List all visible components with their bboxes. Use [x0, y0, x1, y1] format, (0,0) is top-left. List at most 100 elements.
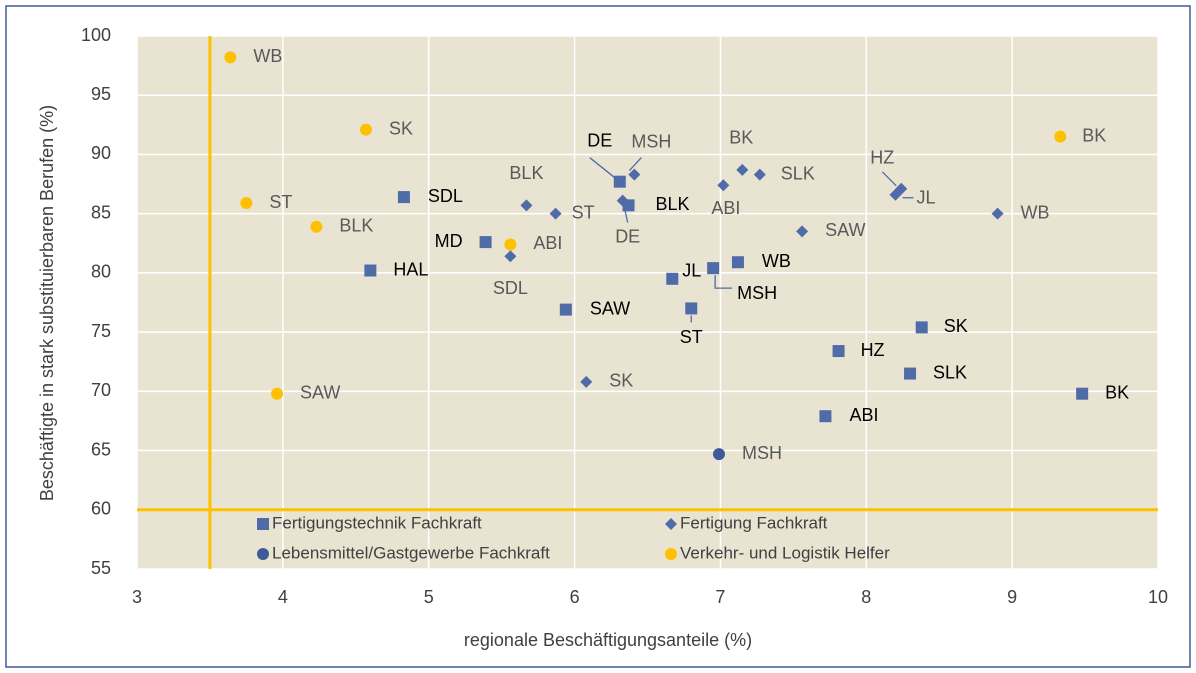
y-tick-label: 85	[91, 202, 111, 222]
x-tick-label: 9	[1007, 587, 1017, 607]
data-label: SK	[389, 118, 413, 138]
marker	[559, 303, 572, 316]
marker	[613, 175, 626, 188]
data-label: SLK	[781, 163, 815, 183]
data-label: HZ	[870, 148, 894, 168]
marker	[257, 548, 269, 560]
marker	[504, 250, 517, 263]
marker	[665, 548, 677, 560]
marker	[310, 220, 323, 233]
x-axis-label: regionale Beschäftigungsanteile (%)	[464, 630, 752, 650]
data-label: WB	[253, 46, 282, 66]
marker	[364, 264, 377, 277]
y-tick-label: 70	[91, 380, 111, 400]
y-tick-label: 100	[81, 25, 111, 45]
data-label: SAW	[300, 382, 340, 402]
data-label: SK	[609, 371, 633, 391]
data-label: BLK	[656, 194, 690, 214]
data-label: BLK	[509, 163, 543, 183]
y-tick-label: 75	[91, 321, 111, 341]
data-label: SAW	[590, 298, 630, 318]
x-tick-label: 8	[861, 587, 871, 607]
marker	[665, 518, 677, 530]
marker	[1054, 130, 1067, 143]
legend-label: Fertigung Fachkraft	[680, 513, 828, 532]
marker	[736, 163, 749, 176]
leader-line	[881, 171, 897, 187]
data-label: HZ	[861, 340, 885, 360]
marker	[628, 168, 641, 181]
data-label: ST	[680, 327, 703, 347]
data-label: BK	[1105, 382, 1129, 402]
data-label: MD	[435, 231, 463, 251]
y-tick-label: 60	[91, 499, 111, 519]
data-label: ABI	[849, 405, 878, 425]
legend-label: Verkehr- und Logistik Helfer	[680, 543, 890, 562]
marker	[479, 236, 492, 249]
y-tick-label: 65	[91, 439, 111, 459]
marker	[549, 207, 562, 220]
marker	[832, 345, 845, 358]
marker	[753, 168, 766, 181]
marker	[685, 302, 698, 315]
data-label: BK	[729, 128, 753, 148]
leader-line	[628, 157, 642, 172]
marker	[271, 387, 284, 400]
x-tick-label: 7	[715, 587, 725, 607]
data-label: SK	[944, 316, 968, 336]
marker	[915, 321, 928, 334]
data-label: MSH	[631, 131, 671, 151]
legend-label: Lebensmittel/Gastgewerbe Fachkraft	[272, 543, 550, 562]
marker	[397, 191, 410, 204]
data-label: SLK	[933, 362, 967, 382]
x-tick-label: 6	[570, 587, 580, 607]
data-label: ABI	[533, 233, 562, 253]
plot-area	[137, 36, 1158, 569]
y-tick-label: 95	[91, 84, 111, 104]
marker	[1076, 387, 1089, 400]
data-label: MSH	[737, 283, 777, 303]
marker	[520, 199, 533, 212]
data-label: HAL	[393, 259, 428, 279]
marker	[717, 179, 730, 192]
legend-label: Fertigungstechnik Fachkraft	[272, 513, 482, 532]
data-label: BK	[1082, 125, 1106, 145]
y-tick-label: 55	[91, 558, 111, 578]
data-label: WB	[762, 251, 791, 271]
leader-line	[714, 275, 733, 289]
marker	[819, 410, 832, 423]
data-label: JL	[916, 187, 935, 207]
marker	[224, 51, 237, 64]
data-label: ST	[269, 192, 292, 212]
marker	[707, 262, 720, 275]
marker	[712, 448, 725, 461]
data-label: MSH	[742, 443, 782, 463]
data-label: DE	[587, 130, 612, 150]
data-label: SDL	[428, 186, 463, 206]
marker	[889, 188, 902, 201]
marker	[359, 123, 372, 136]
marker	[731, 256, 744, 269]
marker	[257, 518, 269, 530]
marker	[796, 225, 809, 238]
x-tick-label: 10	[1148, 587, 1168, 607]
x-tick-label: 4	[278, 587, 288, 607]
y-tick-label: 80	[91, 262, 111, 282]
marker	[991, 207, 1004, 220]
data-label: JL	[682, 261, 701, 281]
data-label: ABI	[711, 198, 740, 218]
data-label: SDL	[493, 278, 528, 298]
marker	[504, 238, 517, 251]
y-axis-label: Beschäftigte in stark substituierbaren B…	[37, 105, 57, 501]
data-label: SAW	[825, 220, 865, 240]
marker	[240, 197, 253, 210]
data-label: WB	[1021, 202, 1050, 222]
marker	[666, 272, 679, 285]
x-tick-label: 5	[424, 587, 434, 607]
data-label: BLK	[339, 215, 373, 235]
leader-line	[623, 204, 629, 223]
data-label: ST	[572, 202, 595, 222]
marker	[580, 375, 593, 388]
marker	[616, 194, 629, 207]
